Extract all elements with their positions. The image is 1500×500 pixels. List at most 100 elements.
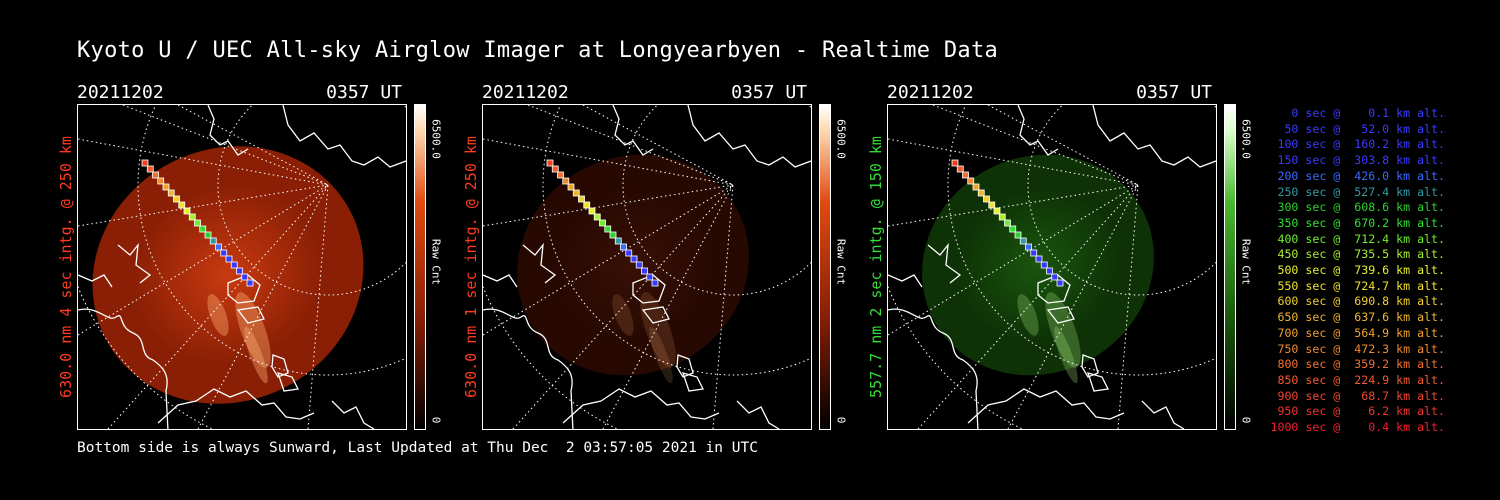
trajectory-point [641,267,648,275]
trajectory-point [1035,255,1043,263]
colorbar [1224,104,1236,430]
trajectory-point [209,237,217,245]
trajectory-point [983,195,990,203]
panel-ylabel-text: 630.0 nm 4 sec intg. @ 250 km [57,136,75,398]
legend-row: 600 sec @ 690.8 km alt. [1270,294,1445,309]
trajectory-point [1019,237,1027,245]
trajectory-point [152,171,159,179]
colorbar-unit-label: Raw Cnt [429,238,443,286]
trajectory-point [599,219,606,227]
colorbar-unit-label: Raw Cnt [834,238,848,286]
trajectory-point [583,201,591,209]
trajectory-point [183,207,191,215]
trajectory-point [993,207,1001,215]
trajectory-point [625,249,633,257]
trajectory-point [630,255,638,263]
aurora-streak [207,294,229,336]
colorbar [414,104,426,430]
legend-row: 150 sec @ 303.8 km alt. [1270,153,1445,168]
trajectory-point [1056,279,1064,287]
trajectory-point [614,237,622,245]
airglow-emission [517,154,749,376]
aurora-streak [612,294,634,336]
trajectory-point [236,267,243,275]
panel-date: 20211202 [482,82,569,103]
trajectory-point [157,177,165,185]
legend-row: 250 sec @ 527.4 km alt. [1270,184,1445,199]
panel-ylabel-text: 630.0 nm 1 sec intg. @ 250 km [462,136,480,398]
panel-ylabel: 557.7 nm 2 sec intg. @ 150 km [865,102,887,432]
legend-row: 700 sec @ 564.9 km alt. [1270,325,1445,340]
legend-row: 50 sec @ 52.0 km alt. [1270,121,1445,136]
trajectory-point [1004,219,1011,227]
legend-row: 0 sec @ 0.1 km alt. [1270,106,1445,120]
panel-ylabel: 630.0 nm 1 sec intg. @ 250 km [460,102,482,432]
airglow-emission [922,154,1154,376]
legend-row: 850 sec @ 224.9 km alt. [1270,372,1445,387]
trajectory-point [167,189,175,197]
trajectory-point [567,183,575,191]
panel-date: 20211202 [887,82,974,103]
trajectory-point [998,213,1006,221]
page-title: Kyoto U / UEC All-sky Airglow Imager at … [77,38,999,63]
trajectory-point [162,183,170,191]
panel-ylabel-text: 557.7 nm 2 sec intg. @ 150 km [867,136,885,398]
airglow-emission [92,146,364,404]
aurora-streak [640,292,676,368]
legend-row: 400 sec @ 712.4 km alt. [1270,231,1445,246]
trajectory-point [609,231,617,239]
latlon-grid [483,105,811,429]
legend-row: 200 sec @ 426.0 km alt. [1270,168,1445,183]
allsky-image [482,104,812,430]
trajectory-point [1040,261,1048,269]
trajectory-point [977,189,985,197]
legend-row: 800 sec @ 359.2 km alt. [1270,357,1445,372]
trajectory-legend: 0 sec @ 0.1 km alt. 50 sec @ 52.0 km alt… [1255,106,1445,436]
coastline [78,105,406,429]
trajectory-point [551,165,559,173]
legend-row: 1000 sec @ 0.4 km alt. [1270,420,1445,435]
trajectory-point [988,201,996,209]
imager-panel-2: 20211202 0357 UT 630.0 nm 1 sec intg. @ 25… [462,82,902,432]
legend-row: 750 sec @ 472.3 km alt. [1270,341,1445,356]
latlon-grid [888,105,1216,429]
trajectory-point [651,279,659,287]
trajectory-point [562,177,570,185]
coastline [483,105,811,429]
trajectory-point [588,207,596,215]
aurora-streak [1017,294,1039,336]
trajectory-point [967,177,975,185]
trajectory-point [1014,231,1022,239]
trajectory-point [557,171,564,179]
trajectory-point [951,159,959,167]
trajectory-point [546,159,554,167]
allsky-image [77,104,407,430]
colorbar [819,104,831,430]
aurora-streak [1054,326,1078,384]
trajectory-point [246,279,254,287]
trajectory-track [141,159,254,287]
trajectory-point [199,225,207,233]
trajectory-point [141,159,149,167]
trajectory-point [146,165,154,173]
trajectory-point [220,249,228,257]
trajectory-point [572,189,580,197]
trajectory-point [1046,267,1053,275]
legend-row: 350 sec @ 670.2 km alt. [1270,215,1445,230]
colorbar-unit-label: Raw Cnt [1239,238,1253,286]
imager-panel-1: 20211202 0357 UT 630.0 nm 4 sec intg. @ 25… [57,82,497,432]
trajectory-point [578,195,585,203]
trajectory-point [241,273,249,281]
legend-row: 550 sec @ 724.7 km alt. [1270,278,1445,293]
trajectory-point [178,201,186,209]
colorbar-min-label: 0 [1239,416,1253,424]
allsky-image [887,104,1217,430]
trajectory-point [972,183,980,191]
trajectory-point [962,171,969,179]
footer-note: Bottom side is always Sunward, Last Upda… [77,440,758,456]
trajectory-point [215,243,222,251]
trajectory-point [188,213,196,221]
colorbar-min-label: 0 [834,416,848,424]
trajectory-point [604,225,612,233]
panel-ylabel: 630.0 nm 4 sec intg. @ 250 km [55,102,77,432]
